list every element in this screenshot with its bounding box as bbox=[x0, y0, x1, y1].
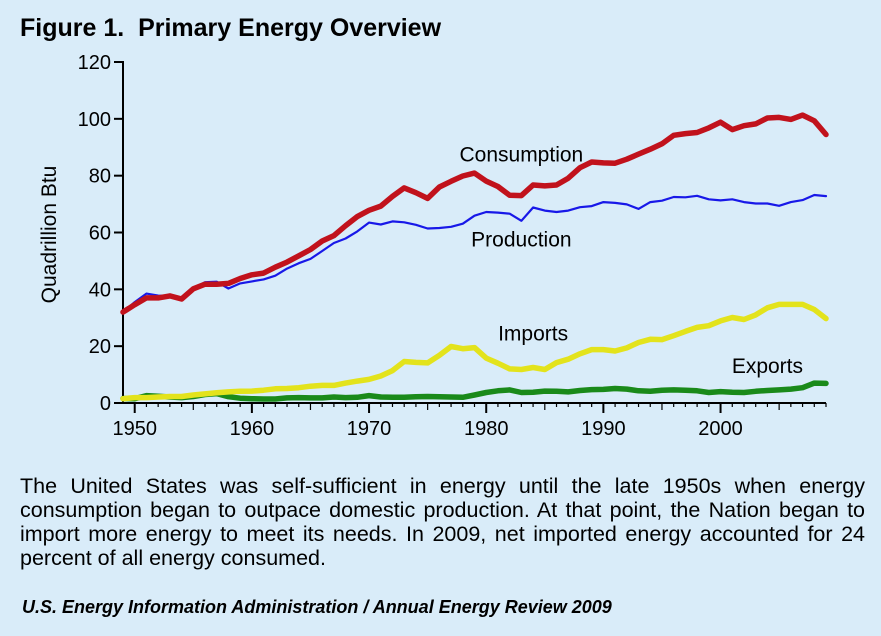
label-production: Production bbox=[471, 229, 571, 252]
x-tick-label-2000: 2000 bbox=[698, 418, 743, 440]
x-tick-label-1990: 1990 bbox=[581, 418, 626, 440]
x-tick-label-1980: 1980 bbox=[464, 418, 509, 440]
series-line-imports bbox=[120, 301, 829, 402]
y-axis-label: Quadrillion Btu bbox=[38, 166, 61, 304]
y-tick-label-120: 120 bbox=[78, 52, 111, 74]
chart-area: 0 20 40 60 80 100 120 1950 1960 1970 1980 1990 2000 Q… bbox=[0, 44, 881, 464]
figure-footer: U.S. Energy Information Administration /… bbox=[22, 597, 612, 617]
label-consumption: Consumption bbox=[459, 143, 583, 166]
line-chart: 0 20 40 60 80 100 120 1950 1960 1970 1980 1990 2000 Q… bbox=[38, 52, 829, 440]
x-tick-label-1970: 1970 bbox=[347, 418, 392, 440]
figure-caption: The United States was self-sufficient in… bbox=[20, 474, 865, 570]
series-line-production bbox=[121, 193, 828, 314]
y-tick-label-0: 0 bbox=[100, 393, 111, 415]
label-exports: Exports bbox=[732, 355, 803, 378]
y-tick-label-20: 20 bbox=[89, 336, 111, 358]
series-line-consumption bbox=[120, 112, 829, 315]
x-tick-label-1960: 1960 bbox=[230, 418, 275, 440]
figure-title: Figure 1. Primary Energy Overview bbox=[20, 14, 442, 42]
x-tick-label-1950: 1950 bbox=[112, 418, 157, 440]
y-tick-label-100: 100 bbox=[78, 109, 111, 131]
y-tick-label-80: 80 bbox=[89, 166, 111, 188]
series-line-exports bbox=[120, 380, 829, 402]
y-tick-label-60: 60 bbox=[89, 223, 111, 245]
y-tick-label-40: 40 bbox=[89, 279, 111, 301]
label-imports: Imports bbox=[498, 322, 568, 345]
